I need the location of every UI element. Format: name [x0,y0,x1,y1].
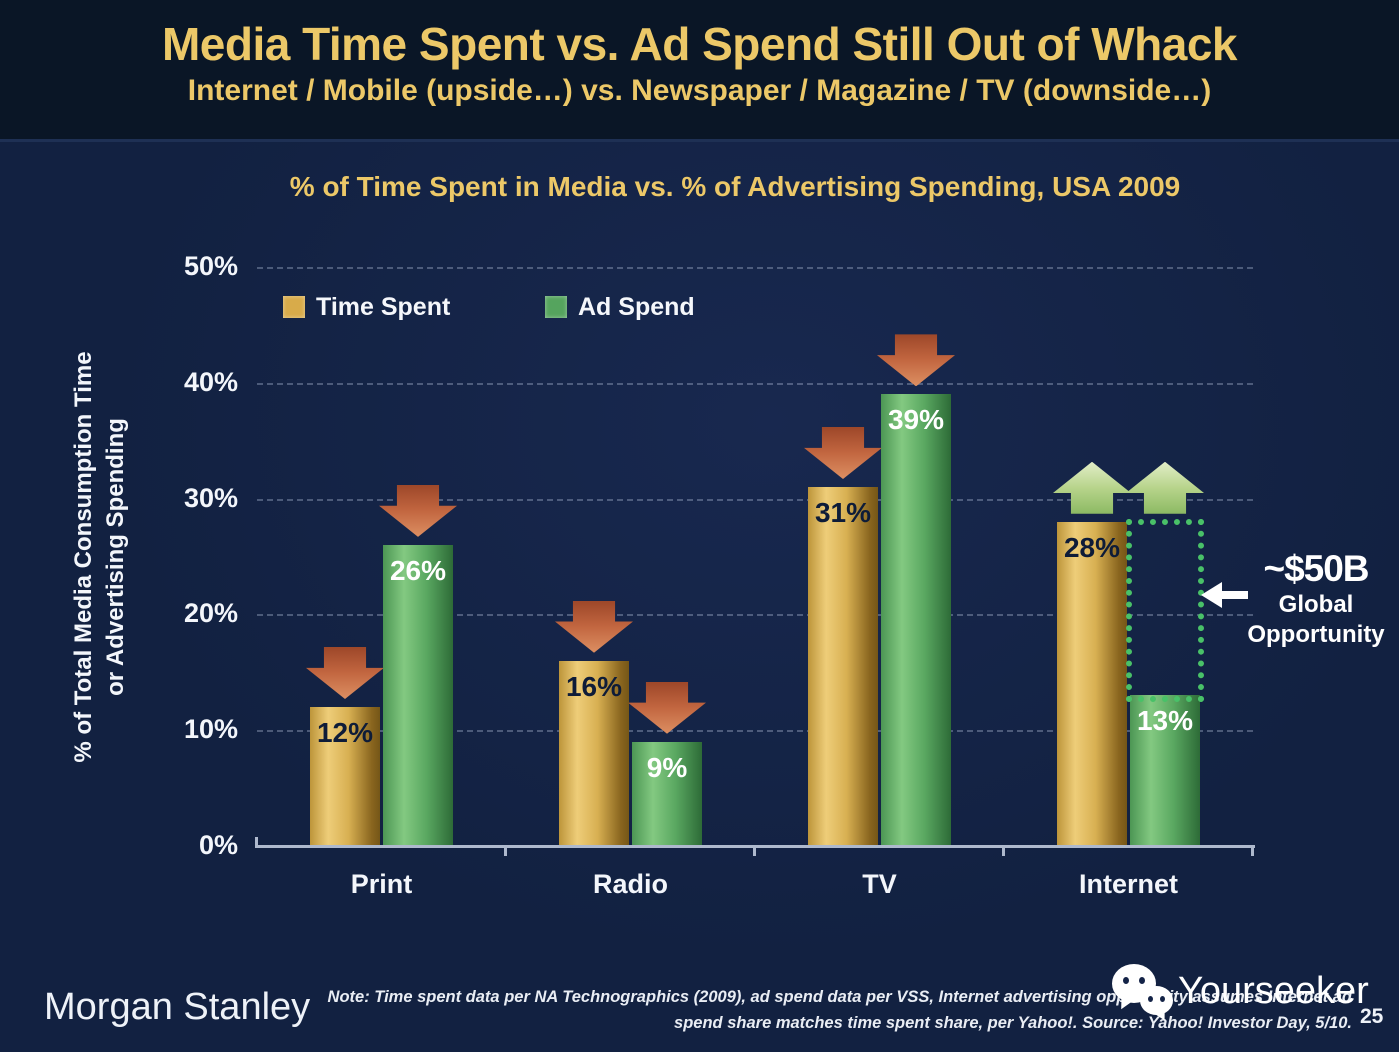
y-tick-label-20: 20% [183,598,238,629]
bar-value-label: 26% [389,554,447,586]
opportunity-box [1126,518,1204,703]
y-tick-label-30: 30% [183,482,238,513]
source-note: Note: Time spent data per NA Technograph… [250,984,1352,1036]
x-axis-tick [753,847,756,856]
down-arrow-radio-time-spent [555,600,633,653]
opportunity-amount: ~$50B [1263,548,1369,589]
wechat-eye [1160,996,1165,1002]
x-axis-endcap [255,837,258,846]
source-note-line1: Note: Time spent data per NA Technograph… [327,988,1352,1006]
category-label-tv: TV [862,869,897,899]
morgan-stanley-logo: Morgan Stanley [44,986,311,1028]
bar-value-label: 16% [565,670,623,702]
x-axis-tick [504,847,507,856]
bar-radio-ad-spend: 9% [632,741,702,846]
grid-line-40 [257,382,1253,385]
bar-value-label: 12% [316,717,374,749]
wechat-eye [1139,977,1145,984]
slide-title: Media Time Spent vs. Ad Spend Still Out … [161,18,1238,70]
x-axis-tick [1002,847,1005,856]
bar-internet-time-spent: 28% [1057,521,1127,846]
y-axis-title-line1: % of Total Media Consumption Time [70,351,97,763]
legend-item-time-spent: Time Spent [283,292,451,321]
slide-header: Media Time Spent vs. Ad Spend Still Out … [0,0,1399,142]
wechat-eye [1123,977,1129,984]
up-arrow-internet-ad-spend [1126,461,1204,514]
bar-tv-time-spent: 31% [808,487,878,846]
x-axis-tick [1251,847,1254,856]
category-label-print: Print [350,869,413,899]
legend-swatch-time-spent [283,296,305,318]
chart-title: % of Time Spent in Media vs. % of Advert… [289,171,1181,202]
source-note-line2: spend share matches time spent share, pe… [674,1014,1352,1032]
wechat-eye [1148,996,1153,1002]
legend-item-ad-spend: Ad Spend [545,292,695,321]
bar-radio-time-spent: 16% [559,660,629,846]
opportunity-line2: Opportunity [1247,621,1385,648]
bar-print-ad-spend: 26% [383,544,453,846]
bar-print-time-spent: 12% [310,707,380,846]
bar-value-label: 9% [646,751,688,783]
up-arrow-internet-time-spent [1053,461,1131,514]
grid-line-30 [257,498,1253,501]
slide-subtitle: Internet / Mobile (upside…) vs. Newspape… [187,74,1212,107]
legend-swatch-ad-spend [545,296,567,318]
category-label-radio: Radio [592,869,668,899]
grid-line-50 [257,267,1253,269]
page-number: 25 [1360,1005,1384,1028]
y-axis-title-line2: or Advertising Spending [102,418,129,696]
grid-line-10 [257,730,1253,733]
bar-value-label: 28% [1063,531,1121,563]
opportunity-line1: Global [1278,591,1354,618]
y-tick-label-40: 40% [183,366,238,397]
bar-value-label: 39% [887,404,945,436]
category-label-internet: Internet [1078,869,1178,899]
watermark-text: Yourseeker [1178,969,1369,1012]
legend-label-time-spent: Time Spent [316,292,451,321]
opportunity-callout: ~$50B Global Opportunity [1240,548,1392,650]
down-arrow-tv-ad-spend [877,334,955,387]
left-arrow-icon [1201,582,1249,608]
y-axis-title: % of Total Media Consumption Time or Adv… [68,265,132,849]
bar-value-label: 31% [814,497,872,529]
bar-internet-ad-spend: 13% [1130,695,1200,846]
grid-line-20 [257,614,1253,617]
watermark: Yourseeker [1110,962,1369,1020]
down-arrow-print-ad-spend [379,484,457,537]
bar-tv-ad-spend: 39% [881,394,951,846]
wechat-bubble-small [1140,986,1173,1015]
down-arrow-radio-ad-spend [628,681,706,734]
y-tick-label-0: 0% [198,830,238,860]
down-arrow-tv-time-spent [804,427,882,480]
wechat-icon [1110,962,1176,1020]
y-tick-label-50: 50% [183,251,238,281]
bar-value-label: 13% [1136,705,1194,737]
down-arrow-print-time-spent [306,647,384,700]
legend-label-ad-spend: Ad Spend [578,292,695,321]
y-tick-label-10: 10% [183,714,238,745]
x-axis-line [255,845,1255,848]
